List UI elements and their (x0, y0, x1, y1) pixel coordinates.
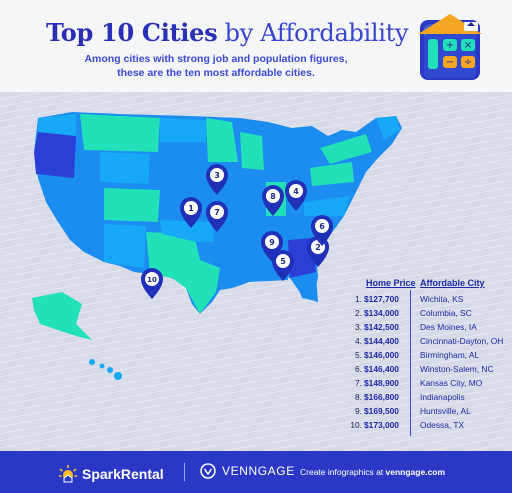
pin-label-3: 3 (214, 171, 220, 180)
sparkrental-wordmark: SparkRental (82, 466, 164, 482)
row-city: Birmingham, AL (420, 350, 480, 360)
spark-logo-icon (59, 465, 77, 483)
sparkrental-logo[interactable]: SparkRental (58, 464, 164, 484)
state-washington (38, 114, 76, 136)
state-wyoming (100, 152, 150, 184)
row-rank: 6. (355, 364, 362, 374)
row-price: $173,000 (364, 420, 399, 430)
column-header-home-price: Home Price (366, 278, 416, 288)
row-city: Winston-Salem, NC (420, 364, 494, 374)
location-pin-icon: 7 (206, 201, 228, 232)
pin-label-1: 1 (188, 204, 194, 213)
title-highlight: Top 10 Cities (46, 18, 218, 47)
row-city: Kansas City, MO (420, 378, 483, 388)
state-new-york (320, 134, 372, 164)
pin-label-6: 6 (319, 222, 325, 231)
location-pin-icon: 6 (311, 215, 333, 246)
row-rank: 8. (355, 392, 362, 402)
credit-link[interactable]: venngage.com (385, 467, 446, 477)
pin-label-8: 8 (270, 192, 276, 201)
venngage-wordmark: VENNGAGE (222, 464, 295, 478)
us-map: 1 2 3 4 5 (32, 112, 402, 380)
row-city: Indianapolis (420, 392, 465, 402)
row-price: $142,500 (364, 322, 399, 332)
state-nevada (50, 178, 78, 232)
state-north-dakota (160, 118, 206, 142)
venngage-logo-icon (200, 463, 216, 479)
pin-label-7: 7 (214, 208, 220, 217)
pin-label-10: 10 (147, 276, 157, 284)
state-new-mexico (104, 224, 146, 268)
pin-label-5: 5 (280, 257, 286, 266)
row-price: $146,400 (364, 364, 399, 374)
row-rank: 2. (355, 308, 362, 318)
svg-text:÷: ÷ (464, 57, 472, 68)
map-area: 1 2 3 4 5 (0, 92, 512, 451)
header: Top 10 Cities by Affordability Among cit… (0, 0, 512, 92)
subtitle-line-1: Among cities with strong job and populat… (84, 53, 348, 65)
state-texas (146, 232, 220, 314)
row-price: $134,000 (364, 308, 399, 318)
subtitle-line-2: these are the ten most affordable cities… (117, 67, 315, 79)
location-pin-icon: 10 (141, 268, 163, 299)
pin-label-9: 9 (269, 238, 275, 247)
row-price: $146,000 (364, 350, 399, 360)
row-city: Des Moines, IA (420, 322, 477, 332)
row-price: $169,500 (364, 406, 399, 416)
credit-prefix: Create infographics at (300, 467, 386, 477)
row-rank: 3. (355, 322, 362, 332)
pin-label-4: 4 (293, 187, 299, 196)
alaska (32, 292, 92, 340)
location-pin-icon: 3 (206, 164, 228, 195)
location-pin-icon: 9 (261, 231, 283, 262)
state-virginia (304, 196, 350, 216)
pin-label-2: 2 (315, 243, 321, 252)
row-price: $144,400 (364, 336, 399, 346)
state-colorado (104, 188, 160, 222)
calculator-house-icon: + × − ÷ (418, 14, 482, 80)
hawaii (89, 359, 122, 380)
state-oregon (34, 132, 76, 178)
subtitle: Among cities with strong job and populat… (42, 52, 390, 80)
row-rank: 4. (355, 336, 362, 346)
state-wisconsin (240, 132, 264, 170)
row-rank: 10. (350, 420, 362, 430)
title-rest: by Affordability (217, 19, 409, 47)
svg-text:−: − (446, 57, 454, 68)
state-minnesota (206, 118, 238, 162)
state-michigan (270, 136, 300, 184)
row-city: Columbia, SC (420, 308, 472, 318)
row-city: Cincinnati-Dayton, OH (420, 336, 504, 346)
row-rank: 1. (355, 294, 362, 304)
row-rank: 9. (355, 406, 362, 416)
table-divider (410, 290, 411, 436)
location-pin-icon: 5 (272, 250, 294, 281)
row-city: Wichita, KS (420, 294, 464, 304)
footer-credit: Create infographics at venngage.com (300, 467, 445, 477)
row-price: $166,800 (364, 392, 399, 402)
row-price: $127,700 (364, 294, 399, 304)
row-city: Odessa, TX (420, 420, 465, 430)
row-rank: 5. (355, 350, 362, 360)
svg-text:+: + (446, 40, 454, 51)
footer-separator (184, 463, 185, 481)
state-montana (80, 114, 160, 152)
location-pin-icon: 1 (180, 197, 202, 228)
state-maine (376, 116, 400, 140)
page-title: Top 10 Cities by Affordability (46, 18, 409, 47)
row-city: Huntsville, AL (420, 406, 471, 416)
venngage-logo[interactable]: VENNGAGE (200, 463, 295, 479)
location-pin-icon: 8 (262, 185, 284, 216)
column-header-affordable-city: Affordable City (420, 278, 485, 288)
state-pennsylvania (310, 162, 354, 186)
row-price: $148,900 (364, 378, 399, 388)
state-oklahoma (160, 220, 214, 242)
state-florida (290, 276, 318, 302)
footer: SparkRental VENNGAGE Create infographics… (0, 451, 512, 493)
row-rank: 7. (355, 378, 362, 388)
location-pin-icon: 4 (285, 180, 307, 211)
svg-text:×: × (464, 40, 472, 51)
